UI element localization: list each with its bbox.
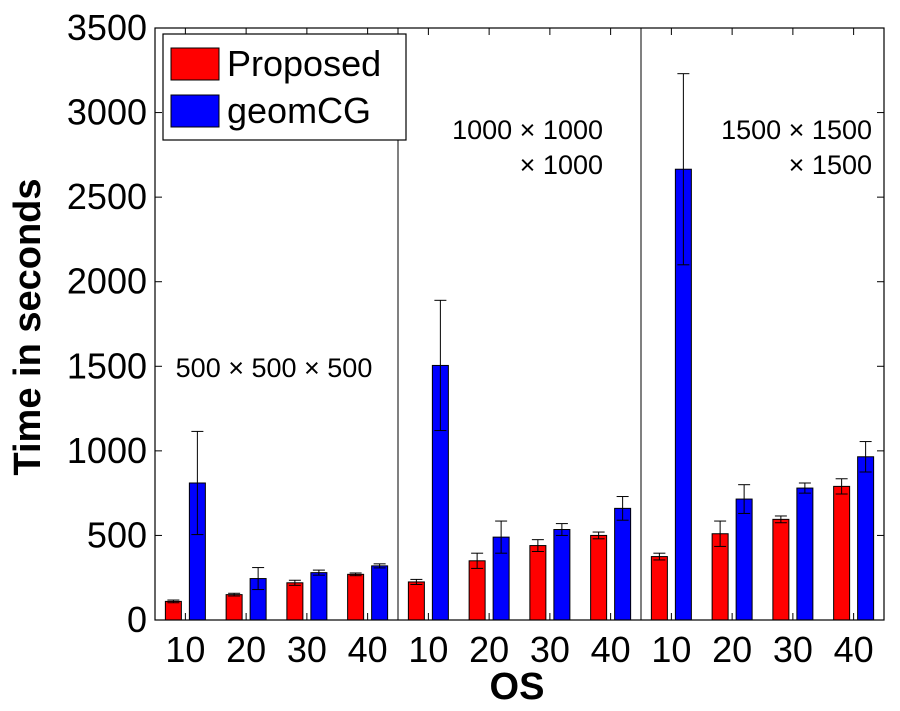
bar-geomcg-9 <box>735 498 753 621</box>
x-axis-title: OS <box>490 666 545 708</box>
x-tick-label-11: 40 <box>834 629 874 670</box>
x-tick-label-5: 20 <box>469 629 509 670</box>
x-tick-label-2: 30 <box>287 629 327 670</box>
y-tick-label-4: 2000 <box>67 261 147 302</box>
bar-geomcg-11 <box>857 456 875 621</box>
bar-geomcg-10 <box>796 487 814 621</box>
x-tick-label-8: 10 <box>651 629 691 670</box>
x-tick-label-3: 40 <box>348 629 388 670</box>
bar-proposed-3 <box>347 573 365 621</box>
x-tick-label-6: 30 <box>530 629 570 670</box>
bar-proposed-1 <box>225 594 243 621</box>
bar-proposed-6 <box>529 545 547 621</box>
y-tick-label-7: 3500 <box>67 7 147 48</box>
bar-proposed-0 <box>164 600 182 621</box>
x-tick-label-10: 30 <box>773 629 813 670</box>
legend-swatch-geomcg <box>170 94 220 128</box>
x-tick-label-4: 10 <box>408 629 448 670</box>
bar-proposed-10 <box>772 518 790 621</box>
group-annotation-1-line-1: × 1000 <box>520 150 603 180</box>
y-tick-label-6: 3000 <box>67 92 147 133</box>
bar-geomcg-7 <box>614 507 632 621</box>
legend-swatch-proposed <box>170 47 220 81</box>
bar-proposed-11 <box>833 485 851 621</box>
error-bars <box>167 73 872 604</box>
bar-proposed-4 <box>407 581 425 621</box>
x-tick-label-1: 20 <box>226 629 266 670</box>
bar-geomcg-3 <box>371 565 389 621</box>
tick-labels: 0 500 1000 1500 2000 2500 3000 3500 10 20 30 40 10 20… <box>67 7 874 670</box>
x-tick-label-0: 10 <box>165 629 205 670</box>
bar-geomcg-6 <box>553 529 571 621</box>
x-tick-label-9: 20 <box>712 629 752 670</box>
group-annotation-1-line-0: 1000 × 1000 <box>452 115 603 145</box>
plot-frame <box>154 27 885 621</box>
group-annotation-2-line-1: × 1500 <box>789 150 872 180</box>
legend-label-proposed: Proposed <box>227 43 381 84</box>
bar-proposed-7 <box>590 534 608 621</box>
y-tick-label-2: 1000 <box>67 430 147 471</box>
y-tick-label-0: 0 <box>127 599 147 640</box>
bar-proposed-8 <box>650 556 668 621</box>
y-axis-title: Time in seconds <box>7 178 49 475</box>
group-annotations: 500 × 500 × 500 1000 × 1000 × 1000 1500 × 1… <box>176 115 872 383</box>
y-tick-label-5: 2500 <box>67 176 147 217</box>
bar-proposed-5 <box>468 560 486 621</box>
bar-proposed-2 <box>286 582 304 621</box>
group-annotation-2-line-0: 1500 × 1500 <box>721 115 872 145</box>
y-tick-label-3: 1500 <box>67 345 147 386</box>
group-annotation-0-line-0: 500 × 500 × 500 <box>176 353 373 383</box>
x-tick-label-7: 40 <box>591 629 631 670</box>
bar-geomcg-2 <box>310 572 328 621</box>
legend: Proposed geomCG <box>162 33 407 141</box>
legend-label-geomcg: geomCG <box>227 90 371 131</box>
y-tick-label-1: 500 <box>87 514 147 555</box>
